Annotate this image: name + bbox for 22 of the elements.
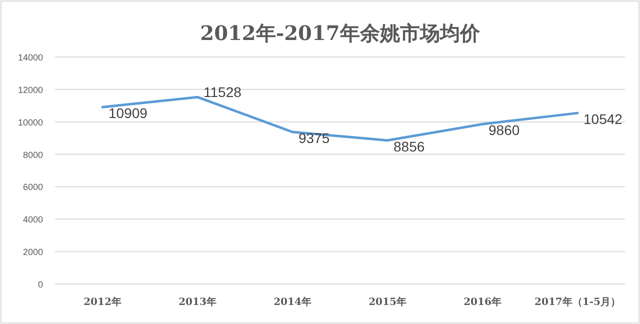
data-label: 8856: [394, 138, 425, 154]
y-tick-label: 0: [38, 280, 43, 290]
data-label: 9375: [298, 130, 330, 146]
x-tick-label: 2017年（1-5月）: [534, 296, 620, 308]
x-tick-label: 2012年: [84, 296, 122, 308]
x-tick-label: 2015年: [368, 296, 406, 308]
data-label: 11528: [204, 84, 242, 100]
y-tick-label: 14000: [18, 52, 43, 62]
y-tick-label: 6000: [22, 182, 43, 192]
data-label: 10542: [584, 111, 623, 128]
data-label: 10909: [108, 105, 148, 122]
x-tick-label: 2014年: [274, 296, 312, 308]
line-series: [101, 96, 579, 142]
y-tick-label: 4000: [22, 214, 43, 225]
y-tick-label: 8000: [22, 150, 43, 160]
y-tick-label: 12000: [18, 84, 43, 95]
x-tick-label: 2016年: [464, 296, 502, 308]
y-tick-label: 10000: [18, 117, 43, 128]
y-tick-label: 2000: [22, 247, 43, 258]
data-label: 9860: [488, 122, 520, 138]
chart-title: 2012年-2017年余姚市场均价: [200, 21, 481, 45]
x-tick-label: 2013年: [178, 296, 216, 308]
